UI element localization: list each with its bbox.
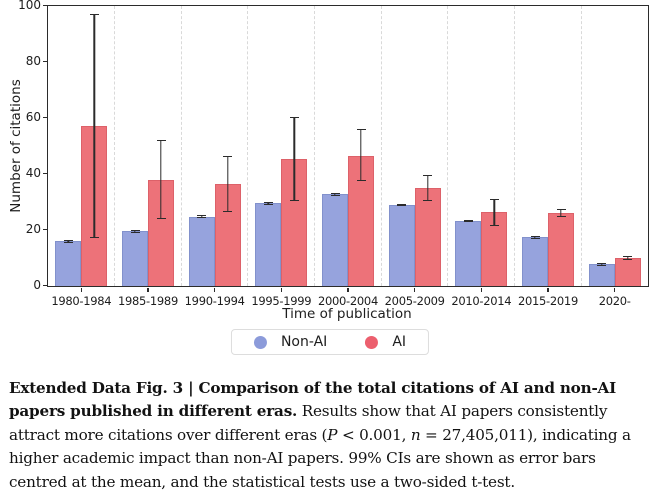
legend-swatch-non-ai-icon xyxy=(253,335,267,349)
y-axis-label: Number of citations xyxy=(8,79,24,213)
y-tick-label: 100 xyxy=(18,0,41,12)
bar-nonai-2000-2004 xyxy=(322,194,348,286)
group-separator-line xyxy=(180,6,182,286)
error-bar xyxy=(197,215,207,219)
y-tick-label: 60 xyxy=(25,110,41,124)
legend-item-non-ai: Non-AI xyxy=(253,334,328,350)
bar-nonai-1995-1999 xyxy=(255,202,282,286)
y-tick-label: 0 xyxy=(33,278,41,292)
error-bar xyxy=(289,116,299,201)
x-tick-mark xyxy=(413,287,416,292)
x-tick-label: 2005-2009 xyxy=(384,294,445,308)
bar-nonai-2005-2009 xyxy=(388,204,415,286)
x-axis-label: Time of publication xyxy=(282,306,412,322)
group-separator-line xyxy=(447,6,449,286)
plot-area: 1980-1984 1985-1989 1990-1994 1995-1999 2000… xyxy=(47,5,649,308)
bar-nonai-1985-1989 xyxy=(122,231,148,286)
caption-title: Extended Data Fig. 3 | Comparison of the… xyxy=(9,379,617,421)
error-bar xyxy=(623,256,633,261)
bar-ai-2005-2009 xyxy=(414,188,441,286)
error-bar xyxy=(130,230,140,234)
group-separator-line xyxy=(580,6,582,286)
bar-nonai-2010-2014 xyxy=(455,220,482,286)
bar-nonai-1990-1994 xyxy=(188,216,215,286)
error-bar xyxy=(156,140,166,219)
y-tick-label: 20 xyxy=(25,222,41,236)
bar-nonai-2020- xyxy=(588,263,615,286)
y-tick-mark xyxy=(42,60,47,62)
error-bar xyxy=(397,203,407,207)
y-tick-mark xyxy=(42,172,47,174)
error-bar xyxy=(489,199,499,226)
x-tick-label: 1995-1999 xyxy=(251,294,312,308)
figure-caption: Extended Data Fig. 3 | Comparison of the… xyxy=(0,377,660,494)
x-tick-label: 1980-1984 xyxy=(51,294,112,308)
x-tick-mark xyxy=(280,287,283,292)
group-separator-line xyxy=(113,6,115,286)
error-bar xyxy=(556,209,566,218)
error-bar xyxy=(89,14,99,239)
y-tick-mark xyxy=(42,228,47,230)
x-tick-label: 2010-2014 xyxy=(451,294,512,308)
legend-item-ai: AI xyxy=(365,334,406,350)
legend: Non-AI AI xyxy=(230,329,430,355)
group-separator-line xyxy=(247,6,249,286)
bar-ai-2020- xyxy=(614,258,641,286)
y-tick-label: 80 xyxy=(25,54,41,68)
error-bar xyxy=(423,175,433,201)
y-tick-mark xyxy=(42,4,47,6)
caption-italic-n: n xyxy=(410,425,421,444)
error-bar xyxy=(463,219,473,223)
error-bar xyxy=(356,129,366,181)
error-bar xyxy=(330,193,340,197)
caption-text-1: Results show that AI papers consistently… xyxy=(9,402,608,444)
caption-text-2: < 0.001, xyxy=(337,425,411,444)
y-tick-label: 40 xyxy=(25,166,41,180)
error-bar xyxy=(530,235,540,239)
error-bar xyxy=(63,240,73,243)
error-bar xyxy=(597,262,607,266)
legend-label-non-ai: Non-AI xyxy=(280,334,328,350)
group-separator-line xyxy=(380,6,382,286)
caption-italic-p: P xyxy=(327,425,338,444)
x-tick-mark xyxy=(347,287,349,292)
x-tick-label: 2020- xyxy=(598,294,631,308)
x-tick-mark xyxy=(480,287,483,292)
y-tick-mark xyxy=(42,116,47,118)
x-tick-mark xyxy=(147,287,149,292)
x-tick-mark xyxy=(213,287,216,292)
x-tick-label: 2015-2019 xyxy=(517,294,578,308)
bar-nonai-1980-1984 xyxy=(55,241,82,286)
y-tick-mark xyxy=(42,284,47,286)
caption-text-3: = 27,405,011), indicating a higher acade… xyxy=(9,425,631,491)
x-tick-label: 1985-1989 xyxy=(117,294,178,308)
x-tick-mark xyxy=(547,287,549,292)
bar-ai-2015-2019 xyxy=(548,213,574,286)
bar-nonai-2015-2019 xyxy=(522,237,548,286)
x-tick-label: 1990-1994 xyxy=(184,294,245,308)
error-bar xyxy=(263,201,273,205)
x-tick-label: 2000-2004 xyxy=(317,294,378,308)
group-separator-line xyxy=(513,6,515,286)
legend-label-ai: AI xyxy=(392,334,407,350)
x-tick-mark xyxy=(613,287,616,292)
x-tick-mark xyxy=(80,287,83,292)
group-separator-line xyxy=(313,6,315,286)
bar-ai-2000-2004 xyxy=(348,155,374,286)
error-bar xyxy=(223,155,233,212)
citations-bar-chart: Number of citations 1980-1984 1985-1989 19… xyxy=(0,0,660,370)
legend-swatch-ai-icon xyxy=(365,335,379,349)
